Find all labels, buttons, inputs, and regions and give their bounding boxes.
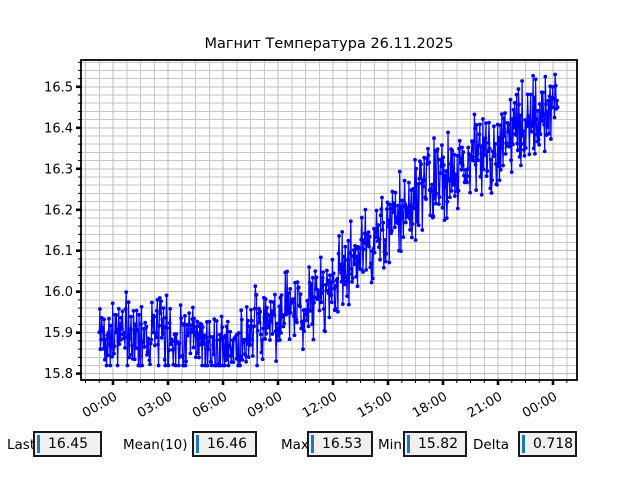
svg-text:09:00: 09:00: [245, 389, 285, 421]
last-value: 16.45: [48, 436, 89, 452]
min-value: 15.82: [418, 436, 459, 452]
svg-text:06:00: 06:00: [190, 389, 230, 421]
svg-text:16.1: 16.1: [44, 244, 73, 259]
delta-value-box[interactable]: 0.718: [518, 431, 577, 457]
svg-text:21:00: 21:00: [465, 389, 505, 421]
svg-text:18:00: 18:00: [410, 389, 450, 421]
svg-text:16.3: 16.3: [44, 162, 73, 177]
svg-text:00:00: 00:00: [520, 389, 560, 421]
svg-text:16.4: 16.4: [44, 121, 73, 136]
svg-text:16.0: 16.0: [44, 285, 73, 300]
mean-value: 16.46: [207, 436, 248, 452]
max-value: 16.53: [322, 436, 363, 452]
svg-text:03:00: 03:00: [135, 389, 175, 421]
min-value-box[interactable]: 15.82: [403, 431, 467, 457]
svg-text:00:00: 00:00: [80, 389, 120, 421]
min-label: Min: [378, 437, 402, 453]
svg-text:16.5: 16.5: [44, 80, 73, 95]
text-cursor: [311, 435, 314, 453]
mean-value-box[interactable]: 16.46: [192, 431, 257, 457]
last-value-box[interactable]: 16.45: [33, 431, 102, 457]
text-cursor: [522, 435, 525, 453]
last-label: Last: [7, 437, 36, 453]
svg-text:15.9: 15.9: [44, 326, 73, 341]
svg-text:15:00: 15:00: [355, 389, 395, 421]
mean-label: Mean(10): [123, 437, 188, 453]
delta-value: 0.718: [533, 436, 574, 452]
svg-text:16.2: 16.2: [44, 203, 73, 218]
text-cursor: [37, 435, 40, 453]
text-cursor: [407, 435, 410, 453]
svg-text:15.8: 15.8: [44, 367, 73, 382]
delta-label: Delta: [473, 437, 510, 453]
chart-title: Магнит Температура 26.11.2025: [204, 36, 454, 52]
text-cursor: [196, 435, 199, 453]
max-label: Max: [281, 437, 309, 453]
max-value-box[interactable]: 16.53: [307, 431, 373, 457]
svg-text:12:00: 12:00: [300, 389, 340, 421]
temperature-plot: 00:00 03:00 06:00 09:00 12:00 15:00 18:00 21:00…: [44, 59, 578, 421]
status-bar: Last 16.45 Mean(10) 16.46 Max 16.53 Min …: [0, 430, 640, 462]
